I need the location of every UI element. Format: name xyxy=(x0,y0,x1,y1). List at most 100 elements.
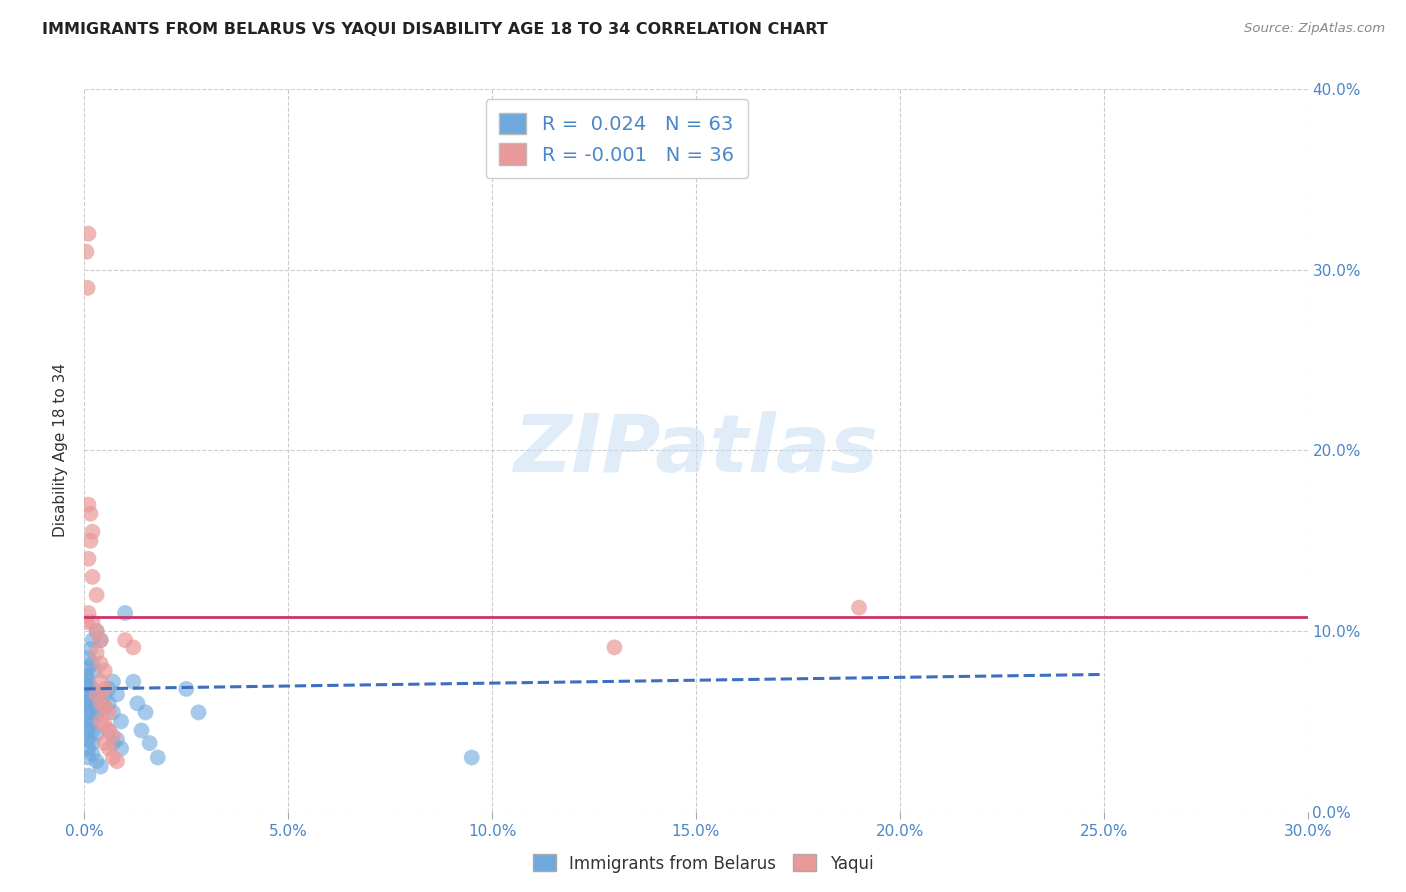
Legend: R =  0.024   N = 63, R = -0.001   N = 36: R = 0.024 N = 63, R = -0.001 N = 36 xyxy=(485,99,748,178)
Point xyxy=(82,697,104,711)
Point xyxy=(75,615,97,629)
Y-axis label: Disability Age 18 to 34: Disability Age 18 to 34 xyxy=(53,363,69,538)
Point xyxy=(114,633,136,648)
Text: ZIPatlas: ZIPatlas xyxy=(513,411,879,490)
Point xyxy=(93,681,115,696)
Point xyxy=(101,729,124,743)
Point xyxy=(90,633,112,648)
Point xyxy=(75,697,97,711)
Point xyxy=(97,706,120,720)
Point xyxy=(110,714,132,729)
Point xyxy=(90,657,112,671)
Point xyxy=(77,700,100,714)
Point xyxy=(77,651,100,665)
Point xyxy=(82,723,104,738)
Point xyxy=(86,624,108,639)
Point xyxy=(75,244,97,259)
Point xyxy=(77,769,100,783)
Point xyxy=(75,669,97,683)
Legend: Immigrants from Belarus, Yaqui: Immigrants from Belarus, Yaqui xyxy=(526,847,880,880)
Point xyxy=(90,714,112,729)
Point xyxy=(86,706,108,720)
Point xyxy=(105,732,128,747)
Point xyxy=(127,697,149,711)
Point xyxy=(135,706,157,720)
Point xyxy=(93,664,115,678)
Text: IMMIGRANTS FROM BELARUS VS YAQUI DISABILITY AGE 18 TO 34 CORRELATION CHART: IMMIGRANTS FROM BELARUS VS YAQUI DISABIL… xyxy=(42,22,828,37)
Point xyxy=(77,498,100,512)
Point xyxy=(82,714,104,729)
Point xyxy=(603,640,626,655)
Point xyxy=(93,700,115,714)
Point xyxy=(82,657,104,671)
Point xyxy=(101,706,124,720)
Point xyxy=(86,727,108,741)
Point xyxy=(75,714,97,729)
Point xyxy=(90,759,112,773)
Point xyxy=(82,736,104,750)
Point xyxy=(77,551,100,566)
Point xyxy=(77,687,100,701)
Point xyxy=(82,681,104,696)
Point xyxy=(86,687,108,701)
Point xyxy=(93,687,115,701)
Point xyxy=(82,570,104,584)
Point xyxy=(86,624,108,639)
Point xyxy=(82,747,104,761)
Text: Source: ZipAtlas.com: Source: ZipAtlas.com xyxy=(1244,22,1385,36)
Point xyxy=(105,754,128,768)
Point xyxy=(461,750,484,764)
Point xyxy=(79,706,101,720)
Point xyxy=(77,718,100,732)
Point xyxy=(97,741,120,756)
Point xyxy=(101,750,124,764)
Point xyxy=(86,588,108,602)
Point xyxy=(174,681,197,696)
Point xyxy=(75,732,97,747)
Point xyxy=(122,674,145,689)
Point xyxy=(79,533,101,548)
Point xyxy=(90,697,112,711)
Point xyxy=(79,507,101,521)
Point xyxy=(77,741,100,756)
Point xyxy=(82,524,104,539)
Point xyxy=(86,709,108,723)
Point xyxy=(76,678,98,692)
Point xyxy=(105,687,128,701)
Point xyxy=(77,227,100,241)
Point xyxy=(97,723,120,738)
Point xyxy=(90,697,112,711)
Point xyxy=(79,642,101,657)
Point xyxy=(77,606,100,620)
Point xyxy=(101,736,124,750)
Point xyxy=(131,723,153,738)
Point xyxy=(76,687,98,701)
Point xyxy=(97,681,120,696)
Point xyxy=(110,741,132,756)
Point xyxy=(93,700,115,714)
Point xyxy=(97,723,120,738)
Point xyxy=(97,697,120,711)
Point xyxy=(90,633,112,648)
Point xyxy=(82,633,104,648)
Point xyxy=(77,750,100,764)
Point xyxy=(93,736,115,750)
Point xyxy=(75,706,97,720)
Point xyxy=(76,723,98,738)
Point xyxy=(146,750,169,764)
Point xyxy=(76,281,98,295)
Point xyxy=(122,640,145,655)
Point xyxy=(82,615,104,629)
Point xyxy=(83,664,105,678)
Point xyxy=(75,669,97,683)
Point xyxy=(86,646,108,660)
Point xyxy=(79,692,101,706)
Point xyxy=(187,706,209,720)
Point xyxy=(77,732,100,747)
Point xyxy=(114,606,136,620)
Point xyxy=(93,718,115,732)
Point xyxy=(77,660,100,674)
Point xyxy=(101,674,124,689)
Point xyxy=(77,678,100,692)
Point xyxy=(86,754,108,768)
